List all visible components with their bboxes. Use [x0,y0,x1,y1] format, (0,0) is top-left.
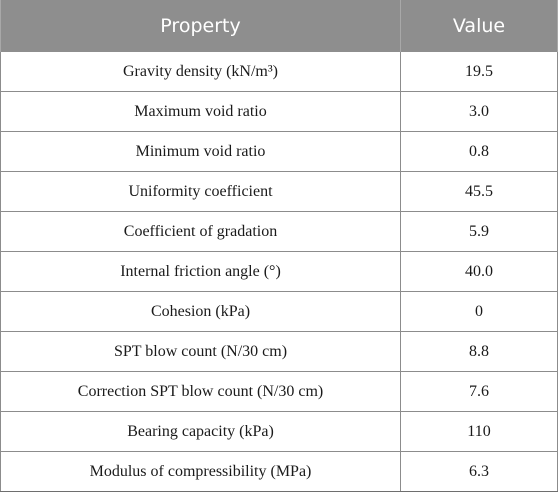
table-header: Property Value [0,0,558,52]
property-cell: Internal friction angle (°) [0,251,401,292]
table-row: Uniformity coefficient 45.5 [0,171,558,212]
property-cell: Minimum void ratio [0,131,401,172]
value-cell: 3.0 [400,91,558,132]
property-cell: Coefficient of gradation [0,211,401,252]
property-cell: Uniformity coefficient [0,171,401,212]
value-cell: 0 [400,291,558,332]
value-cell: 7.6 [400,371,558,412]
table-row: Coefficient of gradation 5.9 [0,211,558,252]
table-row: Bearing capacity (kPa) 110 [0,411,558,452]
header-property: Property [0,0,401,52]
table-row: Maximum void ratio 3.0 [0,91,558,132]
property-cell: Maximum void ratio [0,91,401,132]
value-cell: 110 [400,411,558,452]
table-row: Internal friction angle (°) 40.0 [0,251,558,292]
value-cell: 5.9 [400,211,558,252]
value-cell: 6.3 [400,451,558,492]
table-row: Minimum void ratio 0.8 [0,131,558,172]
value-cell: 8.8 [400,331,558,372]
table-row: Modulus of compressibility (MPa) 6.3 [0,451,558,492]
table-row: Gravity density (kN/m³) 19.5 [0,52,558,92]
header-row: Property Value [0,0,558,52]
table-row: SPT blow count (N/30 cm) 8.8 [0,331,558,372]
value-cell: 19.5 [400,52,558,92]
property-cell: Gravity density (kN/m³) [0,52,401,92]
value-cell: 40.0 [400,251,558,292]
table-body: Gravity density (kN/m³) 19.5 Maximum voi… [0,52,558,492]
property-cell: SPT blow count (N/30 cm) [0,331,401,372]
value-cell: 0.8 [400,131,558,172]
property-cell: Cohesion (kPa) [0,291,401,332]
table-row: Correction SPT blow count (N/30 cm) 7.6 [0,371,558,412]
value-cell: 45.5 [400,171,558,212]
property-cell: Modulus of compressibility (MPa) [0,451,401,492]
table-row: Cohesion (kPa) 0 [0,291,558,332]
property-cell: Bearing capacity (kPa) [0,411,401,452]
property-cell: Correction SPT blow count (N/30 cm) [0,371,401,412]
header-value: Value [400,0,558,52]
